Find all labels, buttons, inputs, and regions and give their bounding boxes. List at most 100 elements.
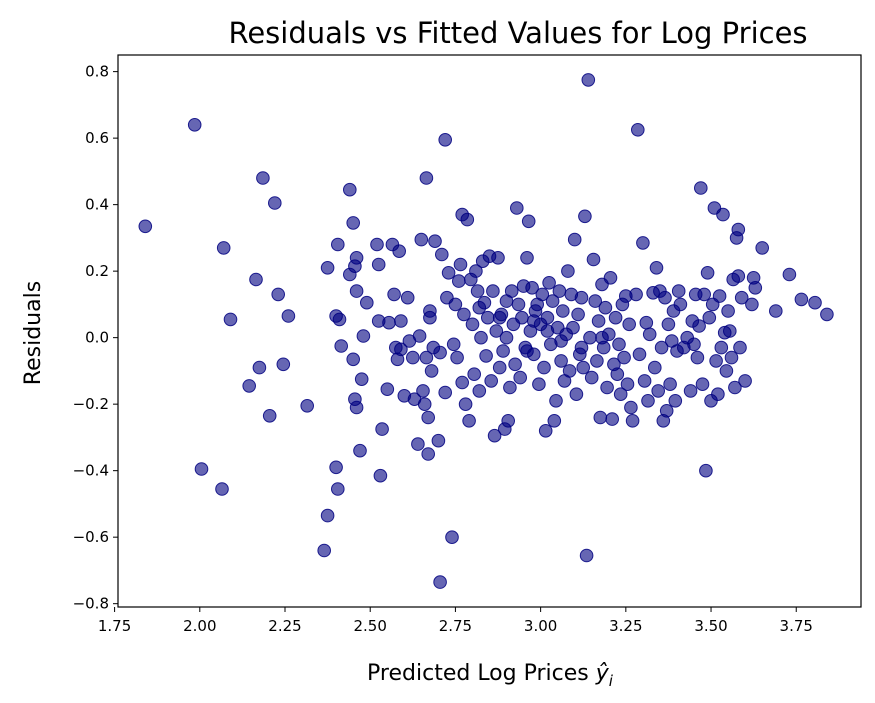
data-point: [694, 181, 708, 195]
data-point: [554, 354, 568, 368]
data-point: [411, 437, 425, 451]
y-tick-label: −0.2: [73, 395, 109, 413]
data-point: [663, 377, 677, 392]
data-point: [252, 360, 267, 375]
data-point: [510, 201, 524, 215]
data-point: [692, 319, 706, 333]
x-axis-label: Predicted Log Prices ŷi: [367, 661, 614, 690]
data-point: [394, 342, 408, 357]
data-point: [370, 237, 384, 252]
data-point: [527, 314, 541, 328]
data-point: [748, 281, 763, 295]
data-point: [492, 360, 507, 375]
plot-area-frame: [117, 54, 862, 608]
data-point: [586, 252, 601, 267]
data-point: [562, 364, 577, 378]
data-point: [636, 236, 650, 250]
data-point: [417, 397, 432, 412]
x-tick-label: 2.50: [354, 617, 387, 635]
data-point: [733, 340, 747, 355]
data-point: [354, 372, 369, 387]
data-point: [349, 284, 364, 298]
data-point: [419, 171, 434, 185]
data-point: [574, 340, 589, 355]
data-point: [540, 310, 555, 325]
data-point: [699, 463, 713, 478]
data-point: [271, 287, 286, 302]
data-point: [431, 433, 446, 448]
data-point: [435, 247, 449, 262]
y-tick-label: −0.4: [73, 462, 109, 480]
data-point: [642, 327, 657, 342]
x-tick-label: 1.75: [98, 617, 131, 635]
data-point: [438, 133, 453, 147]
data-point: [433, 575, 447, 589]
data-point: [549, 394, 563, 408]
data-point: [649, 261, 664, 275]
data-point: [595, 330, 609, 345]
points-layer: [138, 73, 834, 589]
data-point: [281, 309, 296, 323]
data-point: [520, 344, 534, 358]
data-point: [423, 310, 437, 325]
data-point: [492, 310, 507, 325]
data-point: [223, 312, 238, 327]
data-point: [508, 357, 522, 372]
x-tick-label: 2.00: [183, 617, 216, 635]
data-point: [489, 324, 504, 338]
data-point: [641, 394, 655, 408]
data-point: [428, 234, 442, 248]
data-point: [782, 267, 797, 282]
data-point: [578, 209, 592, 224]
y-tick-label: −0.6: [73, 528, 109, 546]
data-point: [724, 350, 739, 365]
data-point: [673, 297, 688, 312]
x-tick-label: 3.75: [780, 617, 813, 635]
data-point: [249, 272, 263, 287]
data-point: [479, 349, 493, 363]
data-point: [441, 266, 456, 280]
data-point: [445, 530, 459, 545]
data-point: [496, 344, 510, 358]
data-point: [697, 287, 712, 302]
chart-title: Residuals vs Fitted Values for Log Price…: [228, 16, 807, 50]
data-point: [515, 310, 529, 325]
data-point: [457, 307, 471, 322]
data-point: [593, 410, 608, 425]
x-axis-label-symbol: ŷ: [595, 661, 610, 686]
data-point: [470, 284, 485, 298]
data-point: [194, 462, 209, 476]
data-point: [584, 370, 599, 385]
data-point: [591, 314, 606, 328]
data-point: [484, 374, 499, 388]
data-point: [513, 370, 528, 385]
data-point: [334, 339, 349, 353]
data-point: [320, 508, 335, 523]
data-point: [256, 171, 270, 185]
data-point: [491, 250, 505, 265]
data-point: [503, 380, 517, 395]
data-point: [375, 422, 389, 436]
data-point: [590, 354, 604, 368]
data-point: [373, 468, 388, 483]
data-point: [412, 329, 427, 343]
data-point: [567, 232, 582, 247]
data-point: [481, 310, 495, 325]
data-point: [600, 380, 614, 395]
data-point: [547, 414, 562, 428]
data-point: [353, 443, 367, 458]
y-tick-label: 0.6: [85, 129, 109, 147]
data-point: [138, 219, 153, 234]
data-point: [683, 384, 698, 398]
data-point: [215, 482, 229, 496]
data-point: [734, 290, 749, 305]
data-point: [317, 543, 332, 558]
data-point: [465, 317, 480, 332]
data-point: [723, 324, 737, 338]
data-point: [808, 295, 822, 310]
data-point: [532, 377, 546, 392]
data-point: [382, 315, 396, 330]
data-point: [346, 216, 361, 230]
data-point: [371, 257, 386, 272]
data-point: [460, 212, 475, 227]
